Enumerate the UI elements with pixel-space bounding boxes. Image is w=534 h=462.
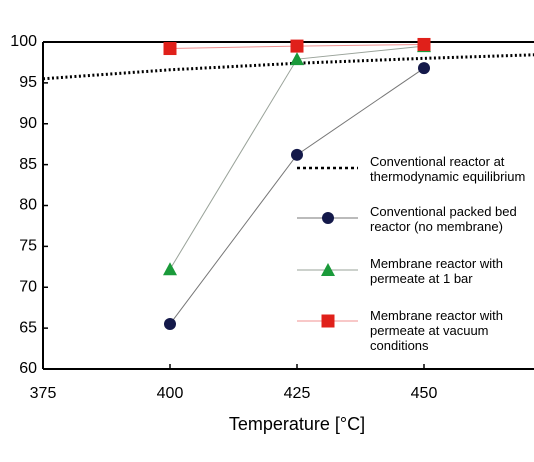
data-point [290, 39, 304, 53]
legend-label: Membrane reactor with permeate at 1 bar [370, 256, 503, 286]
data-point [163, 262, 177, 276]
y-tick-label: 85 [19, 156, 37, 173]
y-tick-label: 60 [19, 360, 37, 377]
legend-label: Conventional packed bed reactor (no memb… [370, 204, 517, 234]
legend-marker [321, 263, 335, 276]
legend-marker [321, 314, 335, 328]
y-tick-label: 90 [19, 115, 37, 132]
y-tick-label: 65 [19, 319, 37, 336]
x-tick-label: 450 [411, 385, 438, 402]
y-tick-label: 75 [19, 238, 37, 255]
y-tick-label: 70 [19, 278, 37, 295]
data-point [163, 42, 177, 56]
legend-label: Conventional reactor at thermodynamic eq… [370, 154, 526, 184]
x-tick-label: 425 [284, 385, 311, 402]
y-tick-label: 95 [19, 74, 37, 91]
data-point [291, 148, 303, 161]
data-point [418, 62, 430, 75]
legend-label: Membrane reactor with permeate at vacuum… [370, 308, 503, 353]
y-tick-label: 100 [10, 33, 37, 50]
y-tick-label: 80 [19, 197, 37, 214]
data-point [164, 318, 176, 331]
data-point [417, 37, 431, 51]
legend-marker [322, 212, 334, 224]
x-axis-label: Temperature [°C] [229, 414, 365, 434]
data-point [290, 52, 304, 66]
x-tick-label: 400 [157, 385, 184, 402]
series-line [42, 53, 534, 81]
x-tick-label: 375 [30, 385, 57, 402]
